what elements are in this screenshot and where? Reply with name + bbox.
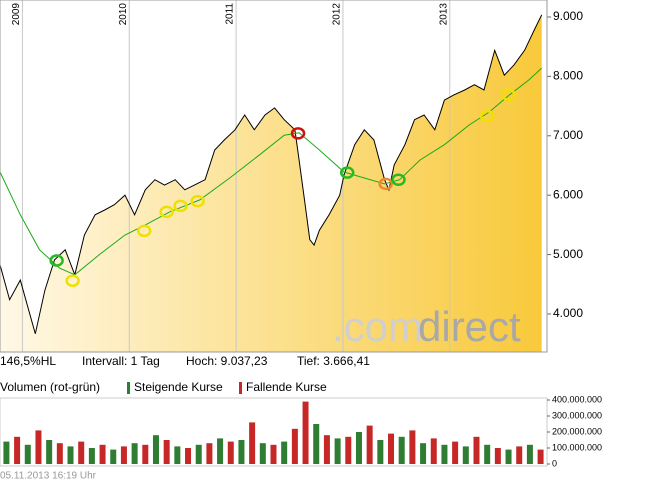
volume-bar [238,440,245,464]
range-info: 146,5%HL [0,354,56,368]
y-tick-label: 8.000 [553,69,583,83]
x-tick-label: 2010 [118,3,129,26]
y-tick-label: 0 [552,458,557,468]
volume-bar [494,448,501,464]
volume-bar [355,432,362,464]
volume-bar [174,446,181,464]
volume-bar [377,440,384,464]
y-tick-label: 9.000 [553,9,583,23]
volume-bar [56,443,63,464]
volume-bar [430,438,437,464]
volume-bar [291,428,298,464]
volume-bar [14,436,21,464]
volume-bar [3,441,10,464]
volume-bar [163,440,170,464]
y-tick-label: 300.000.000 [552,410,602,420]
volume-bar [516,446,523,464]
volume-bar [195,444,202,464]
volume-bar [281,441,288,464]
y-tick-label: 100.000.000 [552,442,602,452]
volume-bar [227,441,234,464]
x-tick-label: 2009 [11,3,22,26]
volume-bar [110,449,117,464]
signal-marker [290,127,306,140]
x-tick-label: 2011 [225,3,236,25]
timestamp: 05.11.2013 16:19 Uhr [0,471,97,482]
volume-bar [388,433,395,464]
y-tick-label: 400.000.000 [552,394,602,404]
volume-bar [505,449,512,464]
price-area [0,14,542,353]
y-tick-label: 4.000 [553,306,583,320]
high-info: Hoch: 9.037,23 [186,354,268,368]
volume-bar [78,441,85,464]
volume-bar [120,446,127,464]
legend-swatch [127,382,130,394]
volume-bar [313,424,320,464]
signal-marker [479,109,495,123]
x-tick-label: 2012 [332,3,343,26]
volume-bar [323,435,330,464]
volume-bar [152,435,159,464]
signal-marker [391,173,406,186]
volume-bar [452,441,459,464]
volume-bar [462,446,469,464]
x-tick-label: 2013 [438,3,449,26]
volume-bar [35,430,42,464]
signal-marker [378,177,393,191]
volume-bar [259,443,266,464]
signal-marker [190,194,205,208]
volume-bar [131,443,138,464]
volume-bar [206,443,213,464]
volume-bar [88,448,95,464]
info-row: 146,5%HL Intervall: 1 Tag Hoch: 9.037,23… [0,354,370,368]
volume-bar [366,425,373,464]
volume-bar [484,444,491,464]
legend-label: Steigende Kurse [134,380,223,394]
watermark: direct [418,303,521,350]
y-tick-label: 5.000 [553,247,583,261]
volume-bar [185,448,192,464]
volume-panel: 0 100.000.000 200.000.000 300.000.000 400.00… [0,380,602,468]
volume-bar [420,443,427,464]
plot-frame [0,0,548,353]
low-info: Tief: 3.666,41 [297,354,370,368]
volume-bar [99,444,106,464]
volume-bar [334,438,341,464]
signal-marker [159,205,174,219]
volume-bar [302,401,309,464]
signal-marker [49,254,64,267]
volume-bar [409,430,416,464]
volume-bar [537,449,544,464]
y-tick-label: 7.000 [553,128,583,142]
y-tick-label: 6.000 [553,187,583,201]
volume-bar [441,444,448,464]
signal-marker [136,224,152,238]
volume-bar [473,436,480,464]
volume-legend: Volumen (rot-grün) [0,380,100,394]
signal-marker [339,166,355,179]
signal-marker [173,199,188,213]
volume-bar [142,444,149,464]
volume-bar [67,446,74,464]
volume-bar [217,438,224,464]
volume-bar [270,444,277,464]
legend-swatch [239,382,242,394]
volume-bar [398,436,405,464]
volume-title: Volumen (rot-grün) [0,380,100,394]
volume-bar [526,444,533,464]
signal-marker [501,88,516,102]
volume-bar [249,422,256,464]
volume-bar [46,440,53,464]
interval-info: Intervall: 1 Tag [82,354,160,368]
legend-label: Fallende Kurse [246,380,327,394]
signal-marker [65,274,80,287]
y-tick-label: 200.000.000 [552,426,602,436]
watermark: .com [332,303,423,350]
volume-bar [24,444,31,464]
volume-bar [345,436,352,464]
